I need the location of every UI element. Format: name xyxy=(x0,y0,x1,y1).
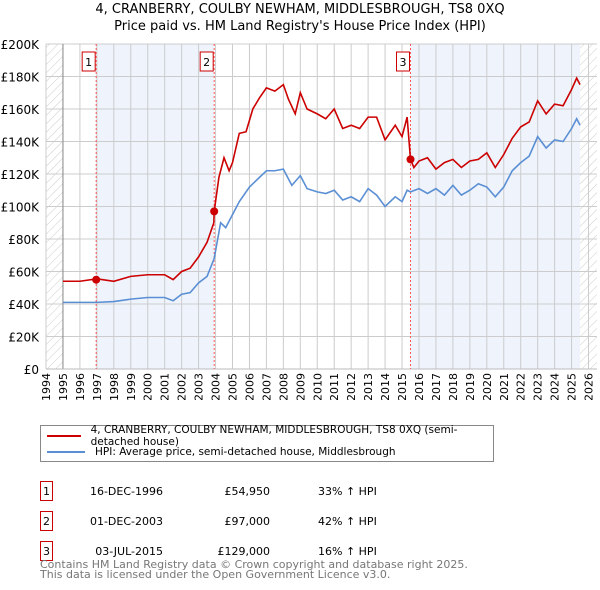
sale-marker-box xyxy=(199,51,214,72)
y-tick-label: £180K xyxy=(1,71,41,85)
legend-item-hpi: HPI: Average price, semi-detached house,… xyxy=(41,444,396,460)
x-tick-label: 2015 xyxy=(396,373,409,400)
x-tick-label: 2026 xyxy=(583,373,596,400)
legend-label: 4, CRANBERRY, COULBY NEWHAM, MIDDLESBROU… xyxy=(90,424,458,448)
y-tick-label: £200K xyxy=(1,38,41,52)
sale-hpi-change: 16% ↑ HPI xyxy=(318,544,377,558)
x-tick-label: 2024 xyxy=(549,373,562,400)
sale-badge: 3 xyxy=(40,541,53,561)
footer-licence: This data is licensed under the Open Gov… xyxy=(40,568,391,581)
x-tick-label: 2009 xyxy=(294,373,307,400)
legend-swatch-red xyxy=(47,435,81,437)
x-tick-label: 2019 xyxy=(464,373,477,400)
x-tick-label: 1995 xyxy=(57,373,70,400)
chart-title: 4, CRANBERRY, COULBY NEWHAM, MIDDLESBROU… xyxy=(95,2,505,17)
x-tick-label: 2011 xyxy=(328,373,341,400)
x-tick-label: 2022 xyxy=(515,373,528,400)
x-tick-label: 2010 xyxy=(311,373,324,400)
series-line xyxy=(62,117,581,304)
y-tick-label: £140K xyxy=(1,136,41,150)
x-tick-label: 2003 xyxy=(193,373,206,400)
y-tick-label: £80K xyxy=(8,233,40,247)
sale-price: £97,000 xyxy=(224,514,271,528)
x-tick-label: 2007 xyxy=(260,373,273,400)
x-tick-label: 2014 xyxy=(379,373,392,400)
price-chart: 1994 1995 1996 1997 1998 1999 2000 2001 2002 2003… xyxy=(1,38,597,400)
y-tick-label: £20K xyxy=(8,331,40,345)
x-tick-label: 2017 xyxy=(430,373,443,400)
sale-row: 1 16-DEC-1996 £54,950 33% ↑ HPI xyxy=(40,481,377,501)
footer-copyright: Contains HM Land Registry data © Crown c… xyxy=(40,558,468,571)
x-tick-label: 2013 xyxy=(362,373,375,400)
x-tick-label: 2004 xyxy=(210,373,223,400)
y-tick-label: £40K xyxy=(8,298,40,312)
footer: Contains HM Land Registry data © Crown c… xyxy=(40,558,468,581)
sale-marker-label: 2 xyxy=(203,56,210,69)
legend: 4, CRANBERRY, COULBY NEWHAM, MIDDLESBROU… xyxy=(40,424,494,462)
sale-date: 03-JUL-2015 xyxy=(95,544,163,558)
y-tick-label: £100K xyxy=(1,201,41,215)
sale-marker-box xyxy=(81,51,96,72)
sale-date: 01-DEC-2003 xyxy=(89,514,163,528)
x-tick-label: 2018 xyxy=(447,373,460,400)
x-tick-label: 2020 xyxy=(481,373,494,400)
sale-price: £54,950 xyxy=(224,484,271,498)
x-tick-label: 1999 xyxy=(125,373,138,400)
x-tick-label: 1998 xyxy=(108,373,121,400)
legend-item-property: 4, CRANBERRY, COULBY NEWHAM, MIDDLESBROU… xyxy=(41,424,493,448)
y-tick-label: £60K xyxy=(8,266,40,280)
sale-hpi-change: 33% ↑ HPI xyxy=(318,484,377,498)
legend-label: HPI: Average price, semi-detached house,… xyxy=(95,446,396,458)
sale-point xyxy=(92,275,101,284)
x-tick-label: 2025 xyxy=(566,373,579,400)
y-tick-label: £160K xyxy=(1,103,41,117)
x-tick-label: 1994 xyxy=(40,373,53,400)
sale-row: 2 01-DEC-2003 £97,000 42% ↑ HPI xyxy=(40,511,377,531)
sale-badge: 1 xyxy=(40,481,53,501)
x-tick-label: 2005 xyxy=(226,373,239,400)
legend-swatch-blue xyxy=(47,451,85,453)
series-line xyxy=(62,76,581,283)
x-tick-label: 2021 xyxy=(498,373,511,400)
x-tick-label: 2008 xyxy=(277,373,290,400)
sale-row: 3 03-JUL-2015 £129,000 16% ↑ HPI xyxy=(40,541,377,561)
y-tick-label: £0 xyxy=(24,363,39,377)
sale-badge: 2 xyxy=(40,511,53,531)
y-tick-label: £120K xyxy=(1,168,41,182)
sale-point xyxy=(406,155,415,164)
sale-marker-label: 3 xyxy=(400,56,407,69)
x-tick-label: 1997 xyxy=(91,373,104,400)
sale-hpi-change: 42% ↑ HPI xyxy=(318,514,377,528)
x-tick-label: 2006 xyxy=(243,373,256,400)
chart-subtitle: Price paid vs. HM Land Registry's House … xyxy=(114,19,486,34)
x-tick-label: 2012 xyxy=(345,373,358,400)
x-tick-label: 1996 xyxy=(74,373,87,400)
sale-marker-label: 1 xyxy=(85,56,92,69)
x-tick-label: 2001 xyxy=(159,373,172,400)
x-tick-label: 2002 xyxy=(176,373,189,400)
x-tick-label: 2000 xyxy=(142,373,155,400)
sale-date: 16-DEC-1996 xyxy=(89,484,163,498)
x-tick-label: 2023 xyxy=(532,373,545,400)
sale-marker-box xyxy=(396,51,411,72)
sale-price: £129,000 xyxy=(217,544,271,558)
x-tick-label: 2016 xyxy=(413,373,426,400)
sale-point xyxy=(210,207,219,216)
